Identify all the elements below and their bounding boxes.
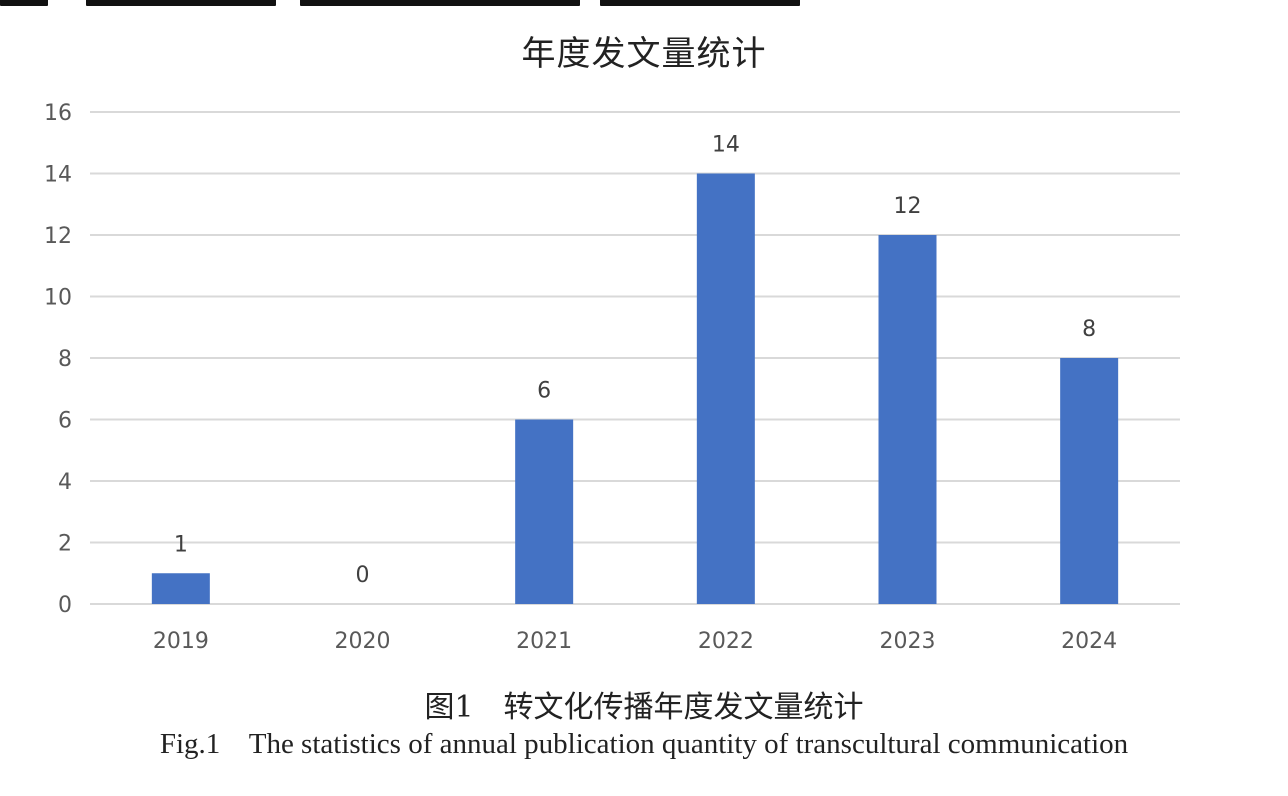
figure-caption-chinese: 图1 转文化传播年度发文量统计	[424, 690, 864, 725]
bar-2023	[878, 235, 937, 604]
x-tick-label-2022: 2022	[698, 629, 754, 654]
y-tick-label: 10	[44, 286, 72, 311]
x-tick-label-2023: 2023	[880, 629, 936, 654]
y-tick-label: 14	[44, 163, 72, 188]
bar-2024	[1060, 358, 1119, 604]
y-tick-label: 2	[58, 532, 72, 557]
x-tick-label-2019: 2019	[153, 629, 209, 654]
x-tick-label-2024: 2024	[1061, 629, 1117, 654]
data-label-2023: 12	[894, 194, 922, 219]
data-label-2019: 1	[174, 532, 188, 557]
data-label-2020: 0	[356, 563, 370, 588]
cropped-previous-text	[0, 0, 820, 10]
y-tick-label: 6	[58, 409, 72, 434]
y-tick-label: 16	[44, 101, 72, 126]
data-label-2024: 8	[1082, 317, 1096, 342]
y-tick-label: 0	[58, 593, 72, 618]
chart-title: 年度发文量统计	[521, 34, 767, 74]
x-tick-label-2021: 2021	[516, 629, 572, 654]
y-tick-label: 12	[44, 224, 72, 249]
bar-2021	[515, 419, 574, 604]
data-label-2022: 14	[712, 133, 740, 158]
bar-chart: 0 2 4 6 8 10 12 14 16 1 2019 0 2020 6 2021 14 2022 12 2023…	[44, 101, 1180, 654]
y-tick-label: 8	[58, 347, 72, 372]
x-tick-label-2020: 2020	[335, 629, 391, 654]
data-label-2021: 6	[537, 379, 551, 404]
figure-caption-english: Fig.1 The statistics of annual publicati…	[159, 728, 1129, 760]
bar-2022	[696, 173, 755, 604]
y-tick-label: 4	[58, 470, 72, 495]
bar-2019	[151, 573, 210, 604]
